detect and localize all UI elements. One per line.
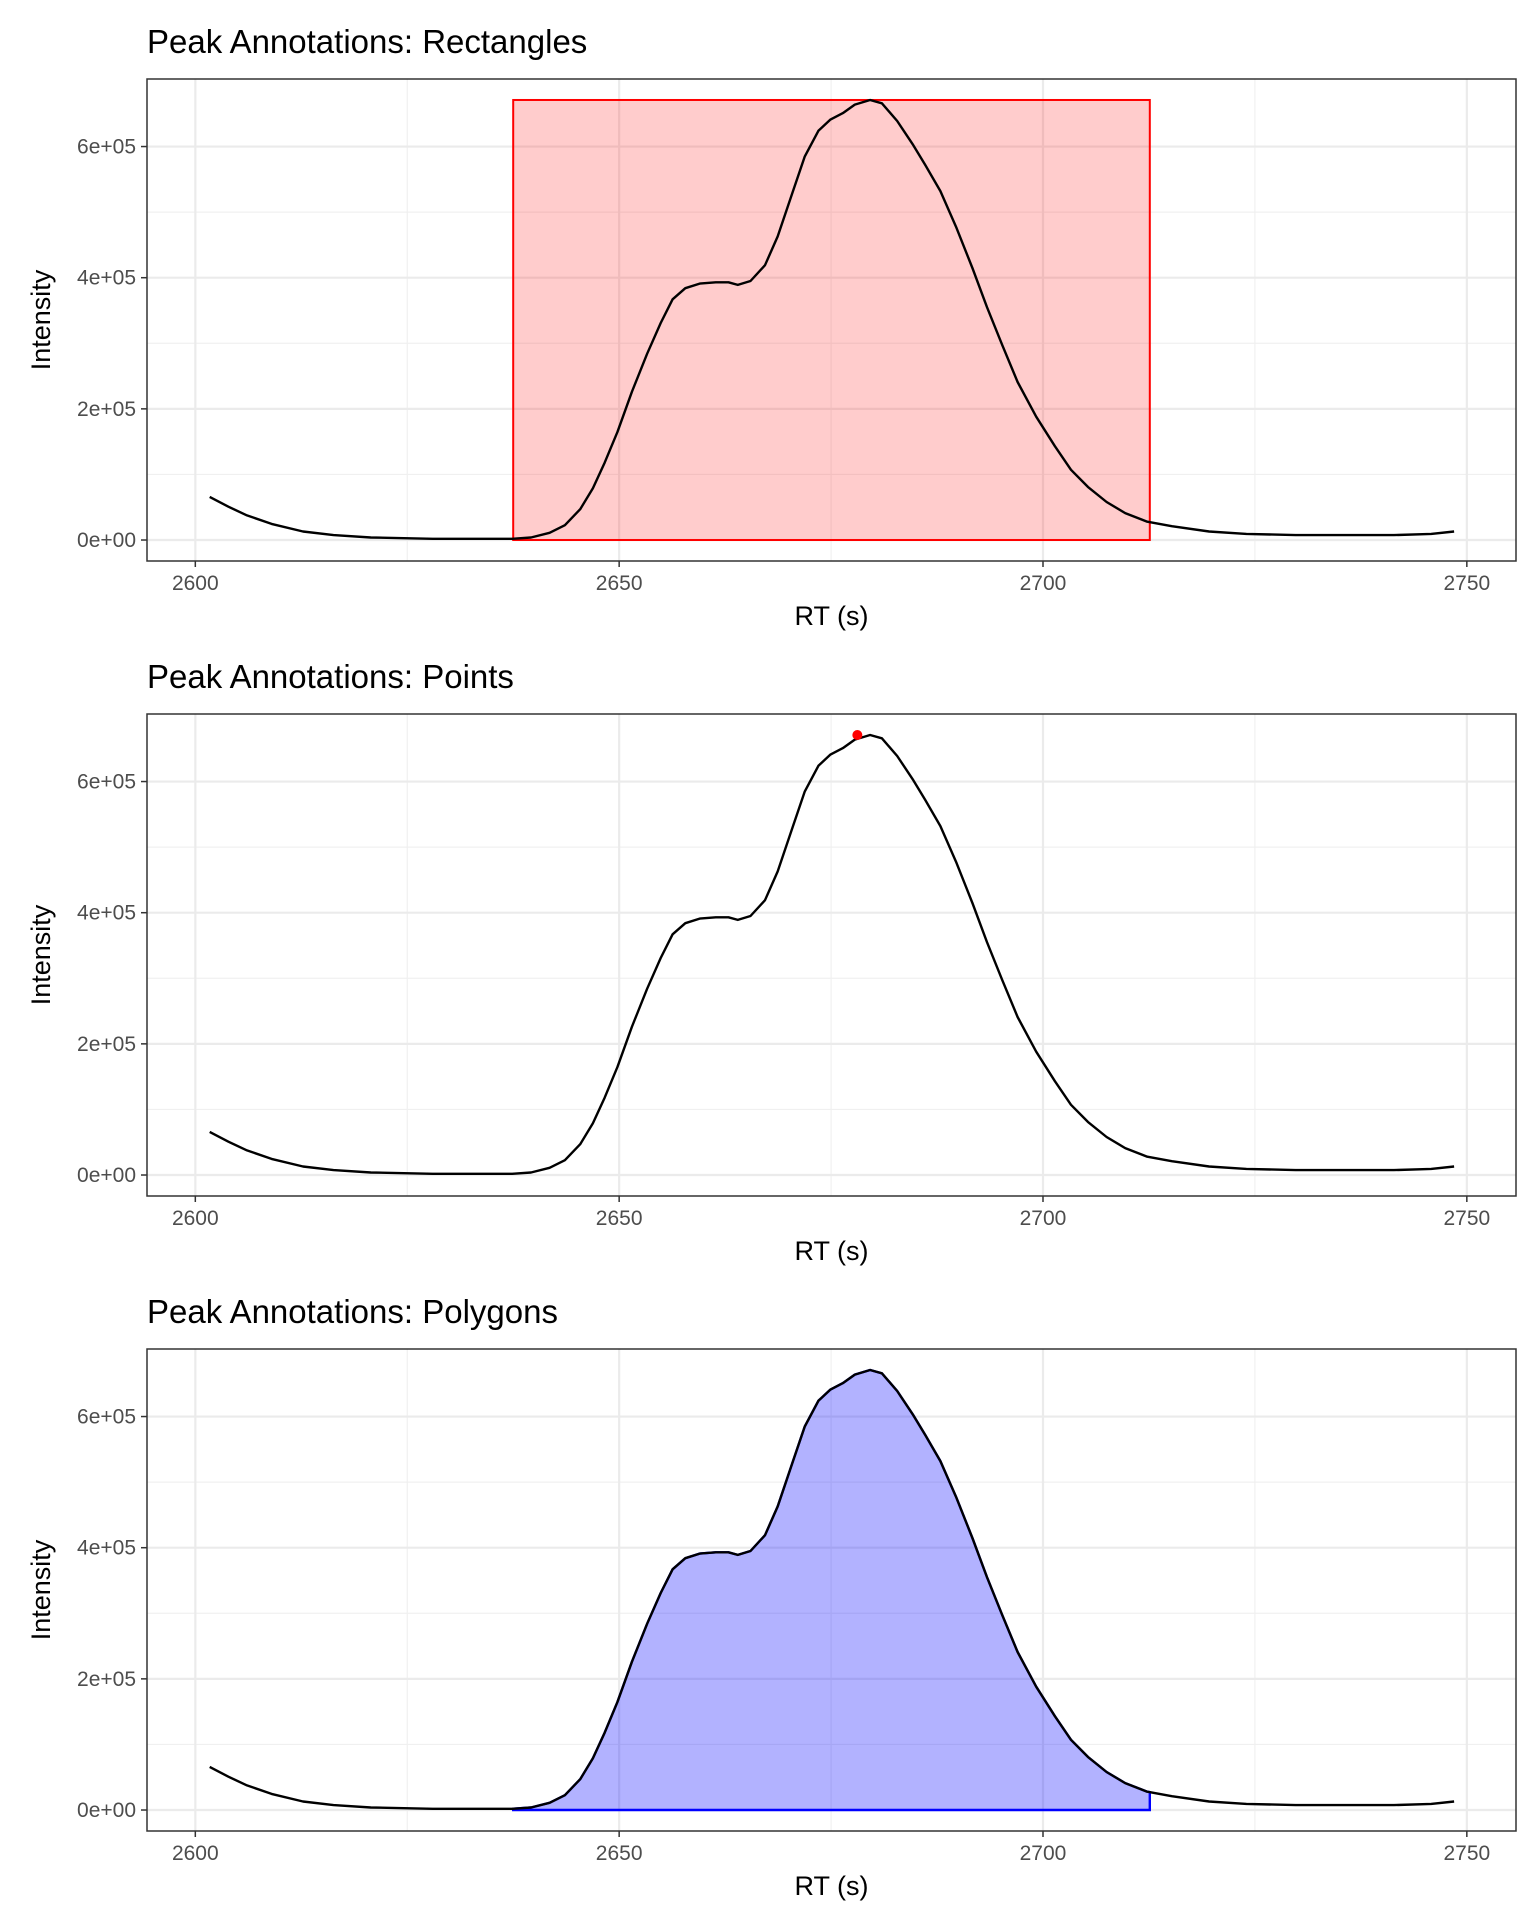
panel-border	[146, 713, 1517, 1197]
x-tick-label: 2600	[172, 572, 219, 595]
y-tick-label: 6e+05	[77, 1406, 136, 1429]
x-tick-label: 2750	[1443, 1842, 1490, 1865]
x-tick-label: 2650	[596, 1842, 643, 1865]
x-tick-label: 2700	[1020, 1207, 1067, 1230]
x-tick-label: 2650	[596, 572, 643, 595]
y-axis-title: Intensity	[26, 1539, 56, 1640]
panel-border	[146, 1348, 1517, 1832]
annotation-rectangle	[512, 98, 1151, 542]
x-tick-label: 2750	[1443, 1207, 1490, 1230]
y-tick-label: 0e+00	[77, 529, 136, 552]
chromatogram-line	[209, 1368, 1455, 1811]
panel-2: Peak Annotations: Points 2600 2650 2700 2750…	[26, 658, 1517, 1266]
chart-title: Peak Annotations: Rectangles	[147, 23, 587, 60]
x-tick-label: 2700	[1020, 572, 1067, 595]
chart-title: Peak Annotations: Polygons	[147, 1293, 558, 1330]
y-tick-label: 0e+00	[77, 1164, 136, 1187]
y-tick-label: 2e+05	[77, 1668, 136, 1691]
x-axis-title: RT (s)	[795, 1236, 869, 1266]
y-axis-title: Intensity	[26, 904, 56, 1005]
chromatogram-line	[209, 733, 1455, 1176]
x-axis-title: RT (s)	[795, 1871, 869, 1901]
y-tick-label: 4e+05	[77, 267, 136, 290]
y-tick-label: 6e+05	[77, 136, 136, 159]
y-tick-label: 4e+05	[77, 1537, 136, 1560]
chromatogram-line	[209, 98, 1455, 540]
panel-border	[146, 78, 1517, 562]
y-axis-title: Intensity	[26, 269, 56, 370]
chart-title: Peak Annotations: Points	[147, 658, 514, 695]
x-axis-title: RT (s)	[795, 601, 869, 631]
y-tick-label: 0e+00	[77, 1799, 136, 1822]
annotation-point	[852, 729, 863, 740]
panel-3: Peak Annotations: Polygons 2600 2650 2700 27…	[26, 1293, 1517, 1901]
y-tick-label: 2e+05	[77, 398, 136, 421]
x-tick-label: 2600	[172, 1842, 219, 1865]
y-tick-label: 4e+05	[77, 902, 136, 925]
x-tick-label: 2700	[1020, 1842, 1067, 1865]
x-tick-label: 2650	[596, 1207, 643, 1230]
y-tick-label: 6e+05	[77, 771, 136, 794]
y-tick-label: 2e+05	[77, 1033, 136, 1056]
panel-1: Peak Annotations: Rectangles 2600 2650 2700…	[26, 23, 1517, 631]
x-tick-label: 2750	[1443, 572, 1490, 595]
x-tick-label: 2600	[172, 1207, 219, 1230]
